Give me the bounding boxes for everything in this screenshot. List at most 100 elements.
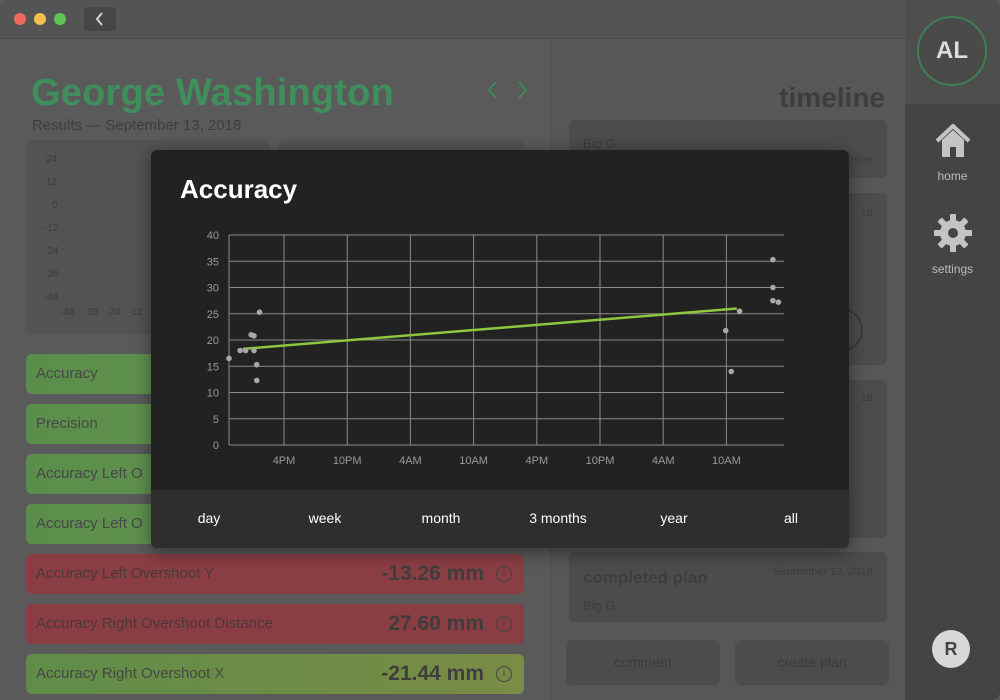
home-icon (935, 124, 970, 157)
metric-label: Precision (36, 415, 98, 432)
data-point (770, 297, 776, 304)
mini-x-tick: -36 (84, 307, 99, 318)
minimize-window-button[interactable] (34, 13, 46, 25)
results-subtitle: Results — September 13, 2018 (32, 117, 242, 134)
info-icon[interactable]: i (496, 566, 512, 582)
chevron-left-icon (95, 12, 103, 26)
data-point (770, 256, 776, 263)
data-point (251, 333, 257, 339)
progress-ring-icon (840, 308, 863, 352)
y-tick-label: 20 (207, 335, 219, 347)
mini-x-tick: -12 (128, 307, 143, 318)
mini-y-tick: 12 (46, 177, 58, 188)
data-point (251, 347, 257, 354)
range-week[interactable]: week (308, 510, 342, 526)
info-icon[interactable]: i (496, 616, 512, 632)
range-month[interactable]: month (421, 510, 461, 526)
gear-icon (933, 214, 972, 252)
metric-label: Accuracy Left O (36, 465, 143, 482)
x-tick-label: 10PM (586, 455, 615, 467)
comment-button[interactable]: comment (566, 640, 720, 685)
mini-x-tick: -48 (60, 307, 75, 318)
metric-row[interactable]: Accuracy Right Overshoot Distance 27.60 … (26, 604, 524, 644)
sidebar-item-label: settings (931, 262, 974, 276)
card-date: 18 (860, 392, 873, 404)
title-bar (0, 0, 905, 39)
metric-value: 27.60 mm (388, 612, 484, 635)
data-point (253, 361, 260, 368)
sidebar-profile: AL (905, 0, 1000, 104)
mini-y-tick: -48 (44, 292, 59, 303)
mini-y-tick: -24 (44, 246, 59, 257)
data-point (770, 284, 776, 291)
data-point (237, 347, 243, 354)
next-arrow-icon[interactable] (517, 80, 529, 106)
back-button[interactable] (84, 7, 116, 31)
data-point (736, 308, 743, 314)
info-icon[interactable]: i (496, 666, 512, 682)
timeline-card[interactable]: completed plan September 13, 2018 Big G (569, 552, 887, 622)
sidebar-item-label: home (937, 169, 968, 183)
sidebar: AL home (905, 0, 1000, 700)
patient-name: George Washington (31, 72, 394, 114)
sidebar-item-settings[interactable]: settings (905, 213, 1000, 276)
close-window-button[interactable] (14, 13, 26, 25)
y-tick-label: 35 (207, 256, 219, 268)
data-point (226, 355, 232, 362)
range-day[interactable]: day (197, 510, 221, 526)
x-tick-label: 10AM (459, 455, 488, 467)
card-date: 18 (860, 207, 873, 219)
data-point (253, 377, 260, 384)
metric-label: Accuracy Right Overshoot X (36, 665, 225, 682)
mini-x-tick: -24 (106, 307, 121, 318)
y-tick-label: 30 (207, 283, 219, 295)
card-author: Big G (583, 136, 616, 151)
metric-label: Accuracy (36, 365, 98, 382)
x-tick-label: 4PM (525, 455, 548, 467)
card-date: September 13, 2018 (773, 566, 873, 578)
maximize-window-button[interactable] (54, 13, 66, 25)
range-all[interactable]: all (783, 510, 798, 526)
accuracy-chart: 0 5 10 15 20 25 30 35 40 4PM 10PM 4AM 10AM 4PM 10PM 4AM… (207, 230, 784, 467)
create-plan-button[interactable]: create plan (735, 640, 889, 685)
metric-label: Accuracy Right Overshoot Distance (36, 615, 273, 632)
previous-arrow-icon[interactable] (486, 80, 498, 106)
accuracy-chart-modal: Accuracy 0 5 10 15 20 25 30 35 40 4PM 10PM 4AM 10AM 4… (151, 150, 849, 548)
range-year[interactable]: year (660, 510, 688, 526)
y-tick-label: 15 (207, 361, 219, 373)
x-tick-label: 4AM (652, 455, 675, 467)
time-range-bar: day week month 3 months year all (151, 490, 849, 548)
metric-label: Accuracy Left Overshoot Y (36, 565, 215, 582)
sidebar-item-home[interactable]: home (905, 122, 1000, 183)
card-title: completed plan (583, 568, 708, 587)
trend-line (242, 307, 737, 351)
metric-row[interactable]: Accuracy Left Overshoot Y -13.26 mm i (26, 554, 524, 594)
y-tick-label: 25 (207, 309, 219, 321)
mini-y-tick: 24 (46, 154, 58, 165)
data-point (256, 309, 263, 315)
range-3-months[interactable]: 3 months (529, 510, 587, 526)
data-point (242, 347, 249, 354)
y-tick-label: 0 (213, 440, 219, 452)
y-tick-label: 5 (213, 414, 219, 426)
app-logo: R (932, 630, 970, 668)
metric-label: Accuracy Left O (36, 515, 143, 532)
modal-title: Accuracy (180, 174, 298, 204)
metric-value: -21.44 mm (381, 662, 484, 685)
card-author: Big G (583, 598, 616, 613)
x-tick-label: 4AM (399, 455, 422, 467)
mini-y-tick: -12 (44, 223, 59, 234)
card-more-link[interactable]: nore (850, 154, 873, 166)
y-tick-label: 40 (207, 230, 219, 242)
mini-y-tick: -36 (44, 269, 59, 280)
timeline-title: timeline (779, 82, 885, 113)
data-point (722, 327, 729, 334)
metric-value: -13.26 mm (381, 562, 484, 585)
avatar[interactable]: AL (917, 16, 987, 86)
metric-row[interactable]: Accuracy Right Overshoot X -21.44 mm i (26, 654, 524, 694)
x-tick-label: 10PM (333, 455, 362, 467)
y-tick-label: 10 (207, 388, 219, 400)
mini-y-tick: 0 (52, 200, 58, 211)
x-tick-label: 10AM (712, 455, 741, 467)
